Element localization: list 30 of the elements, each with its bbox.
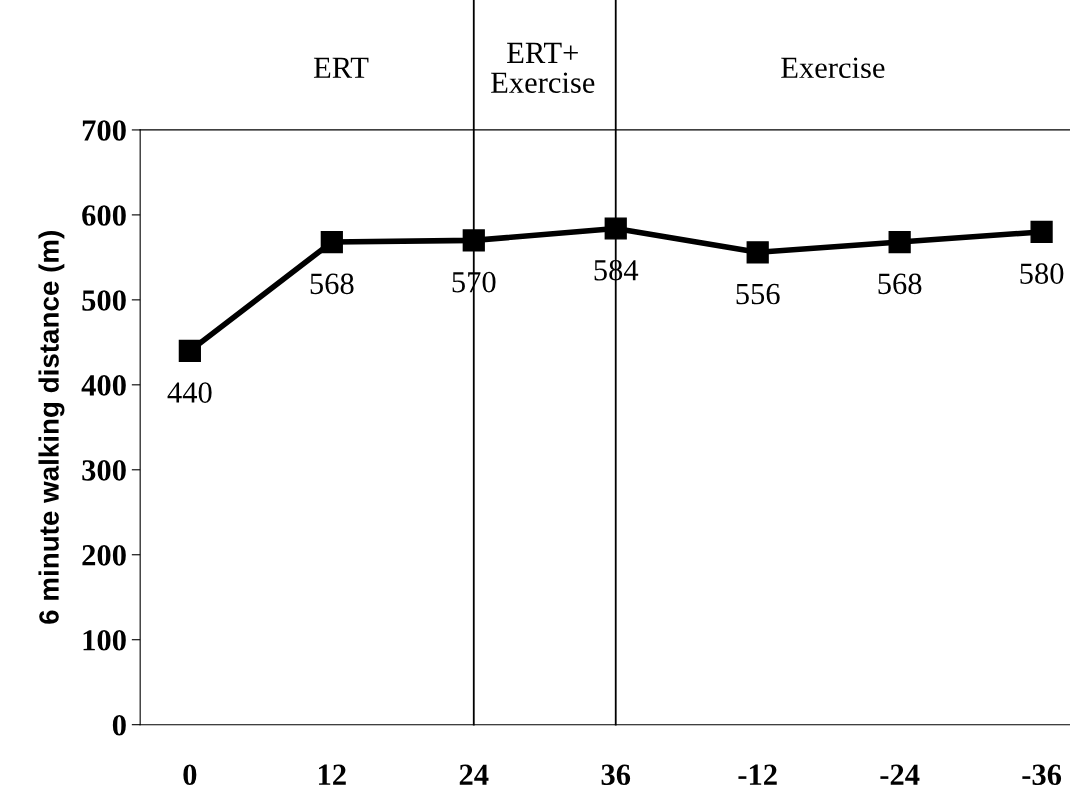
y-tick-label: 700 [82,120,126,141]
x-tick-label: 36 [601,764,631,786]
x-tick-label: 0 [183,764,197,786]
point [604,217,627,240]
x-tick-label: -24 [880,764,920,785]
point [1030,220,1053,243]
text: Exercise [781,57,885,79]
point [746,241,769,264]
y-tick-label: 100 [83,630,126,651]
x-tick-label: 24 [459,764,489,785]
data-label: 568 [878,273,922,295]
y-tick-label: 400 [81,375,126,396]
data-label: 556 [736,283,780,305]
x-tick-label: -12 [738,764,777,785]
y-tick-label: 0 [112,714,126,736]
point [178,339,201,362]
data-label: 568 [310,273,354,295]
y-tick-label: 200 [82,545,126,566]
x-tick-label: 12 [318,764,346,785]
text: ERT+ Exercise [491,42,595,94]
y-tick-label: 500 [82,290,126,311]
data-label: 580 [1020,263,1064,284]
y-tick-label: 300 [82,460,126,481]
y-tick-label: 600 [82,205,126,226]
data-label: 440 [167,382,212,403]
text: ERT [313,57,369,78]
point [888,230,911,254]
point [320,230,343,254]
y-axis-title: 6 minute walking distance (m) [38,231,65,624]
x-tick-label: -36 [1022,764,1062,786]
